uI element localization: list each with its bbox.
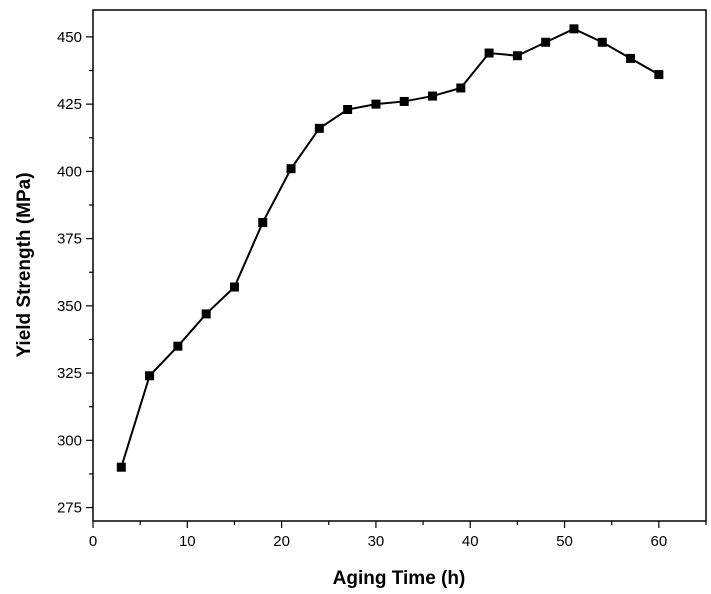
data-point-marker — [173, 341, 183, 351]
y-tick-label: 275 — [57, 500, 82, 517]
data-point-marker — [654, 70, 664, 80]
data-point-marker — [286, 164, 296, 174]
y-tick-label: 450 — [57, 29, 82, 46]
data-point-marker — [484, 48, 494, 58]
x-axis-title: Aging Time (h) — [333, 568, 466, 589]
y-tick-label: 400 — [57, 163, 82, 180]
data-point-marker — [541, 37, 551, 47]
y-tick-label: 425 — [57, 96, 82, 113]
data-point-marker — [626, 53, 636, 63]
data-point-marker — [569, 24, 579, 34]
data-point-marker — [343, 105, 353, 115]
y-axis-title: Yield Strength (MPa) — [14, 172, 35, 357]
x-tick-label: 20 — [273, 533, 290, 550]
x-tick-label: 30 — [368, 533, 385, 550]
data-point-marker — [428, 91, 438, 101]
x-tick-label: 10 — [179, 533, 196, 550]
y-tick-label: 375 — [57, 231, 82, 248]
series-line — [120, 27, 660, 468]
data-point-marker — [116, 462, 126, 472]
series-markers — [116, 24, 664, 472]
y-tick-label: 325 — [57, 365, 82, 382]
data-point-marker — [258, 217, 268, 227]
data-point-marker — [314, 123, 324, 133]
x-tick-label: 40 — [462, 533, 479, 550]
y-tick-label: 300 — [57, 432, 82, 449]
data-point-marker — [229, 282, 239, 292]
data-point-marker — [456, 83, 466, 93]
x-tick-label: 0 — [89, 533, 97, 550]
x-tick-label: 50 — [556, 533, 573, 550]
x-tick-label: 60 — [651, 533, 668, 550]
data-point-marker — [597, 37, 607, 47]
plot-frame — [92, 9, 707, 522]
x-axis-ticks: 0 10 20 30 40 50 60 — [89, 521, 707, 550]
data-point-marker — [201, 309, 211, 319]
y-axis-ticks: 275 300 325 350 375 400 425 450 — [57, 29, 93, 517]
data-point-marker — [399, 96, 409, 106]
y-tick-label: 350 — [57, 298, 82, 315]
data-point-marker — [512, 51, 522, 61]
data-point-marker — [371, 99, 381, 109]
data-point-marker — [145, 371, 155, 381]
